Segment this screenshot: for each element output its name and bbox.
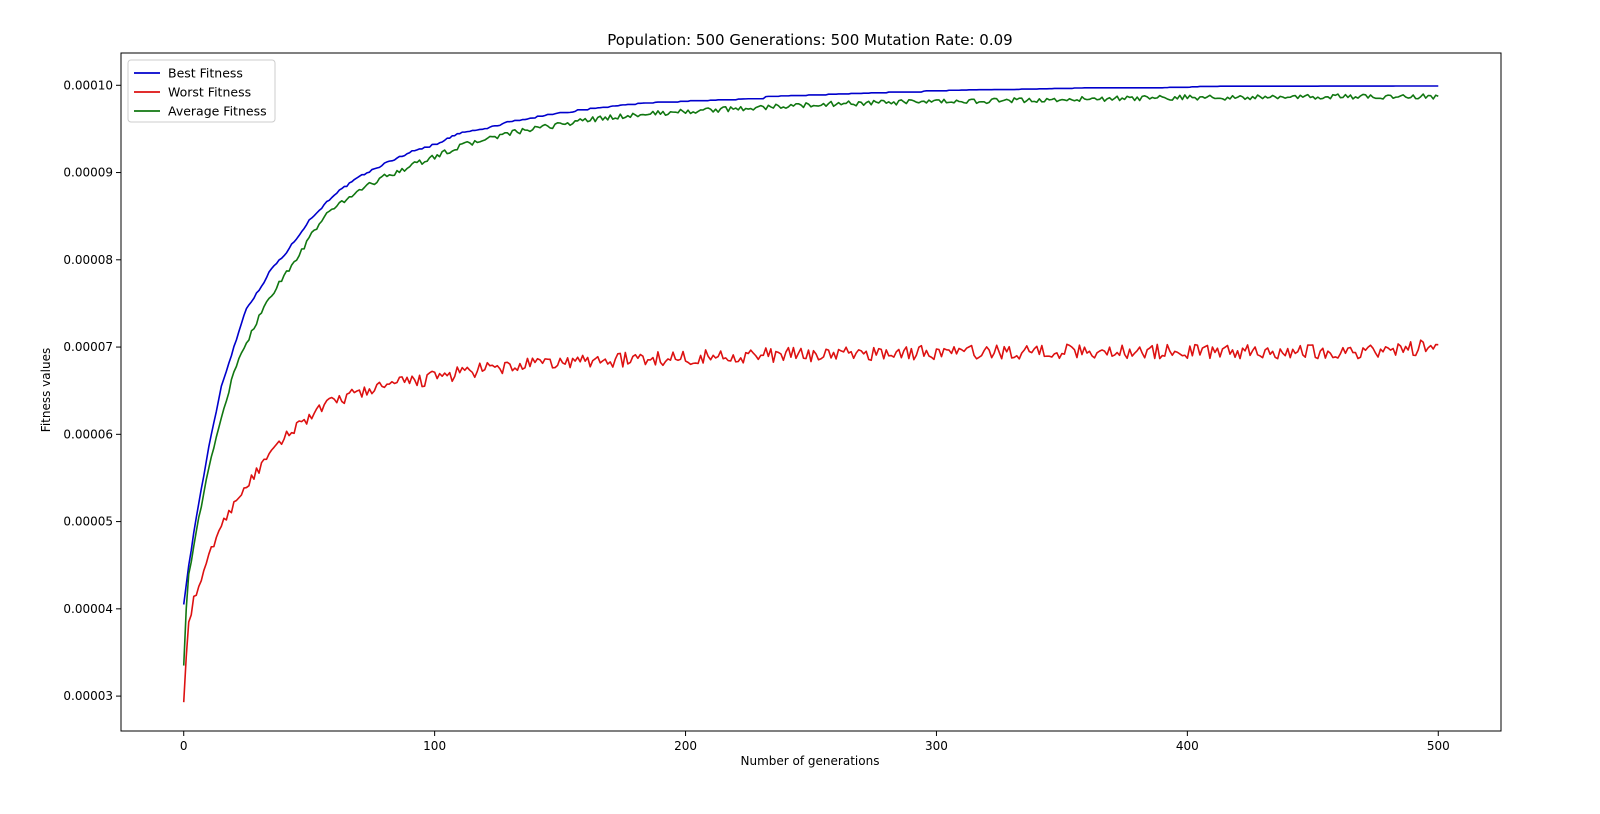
- x-tick-label: 300: [925, 739, 948, 753]
- legend-box: [127, 59, 276, 123]
- legend-label: Best Fitness: [168, 66, 243, 81]
- x-tick-label: 100: [423, 739, 446, 753]
- x-axis-label: Number of generations: [741, 754, 880, 768]
- x-axis: 0 100 200 300 400 500: [180, 731, 1450, 753]
- y-tick-label: 0.00005: [63, 515, 113, 529]
- x-tick-label: 400: [1176, 739, 1199, 753]
- y-tick-label: 0.00004: [63, 602, 113, 616]
- plot-frame: [120, 52, 1502, 732]
- y-tick-label: 0.00009: [63, 166, 113, 180]
- series-line-average-fitness: [182, 93, 1439, 666]
- series-line-best-fitness: [182, 85, 1439, 605]
- y-axis-label: Fitness values: [39, 348, 53, 432]
- y-axis: 0.00003 0.00004 0.00005 0.00006 0.00007 0.000…: [63, 78, 121, 703]
- series-line-worst-fitness: [182, 339, 1439, 703]
- y-tick-label: 0.00003: [63, 689, 113, 703]
- y-tick-label: 0.00007: [63, 340, 113, 354]
- y-tick-label: 0.00006: [63, 427, 113, 441]
- chart-title: Population: 500 Generations: 500 Mutatio…: [607, 31, 1012, 49]
- legend-label: Average Fitness: [168, 104, 267, 119]
- y-tick-label: 0.00010: [63, 78, 113, 92]
- legend-label: Worst Fitness: [168, 85, 251, 100]
- x-tick-label: 200: [674, 739, 697, 753]
- legend: Best Fitness Worst Fitness Average Fitness: [127, 59, 276, 123]
- x-tick-label: 500: [1427, 739, 1450, 753]
- x-tick-label: 0: [180, 739, 188, 753]
- plot-lines: [182, 85, 1439, 703]
- y-tick-label: 0.00008: [63, 253, 113, 267]
